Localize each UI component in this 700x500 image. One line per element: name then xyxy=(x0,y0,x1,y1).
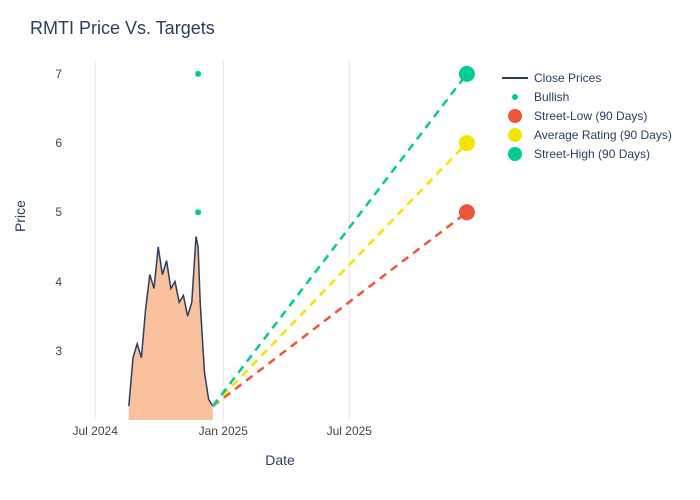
y-tick: 4 xyxy=(0,275,62,289)
legend-item[interactable]: Bullish xyxy=(500,87,672,106)
x-axis-label: Date xyxy=(265,452,295,468)
x-tick: Jul 2025 xyxy=(327,424,372,438)
legend-swatch xyxy=(500,70,530,86)
bullish-dot xyxy=(195,209,201,215)
legend-swatch xyxy=(500,89,530,105)
y-tick: 6 xyxy=(0,136,62,150)
legend-label: Street-High (90 Days) xyxy=(534,147,650,161)
legend-item[interactable]: Average Rating (90 Days) xyxy=(500,125,672,144)
target-line xyxy=(213,212,467,406)
legend-label: Close Prices xyxy=(534,71,601,85)
target-marker xyxy=(459,204,475,220)
legend-swatch xyxy=(500,127,530,143)
legend-item[interactable]: Street-Low (90 Days) xyxy=(500,106,672,125)
legend-label: Average Rating (90 Days) xyxy=(534,128,672,142)
plot-svg xyxy=(70,60,490,420)
target-line xyxy=(213,143,467,406)
chart-container: RMTI Price Vs. Targets Price Date 34567 … xyxy=(0,0,700,500)
x-tick: Jul 2024 xyxy=(73,424,118,438)
bullish-dot xyxy=(195,71,201,77)
legend-swatch xyxy=(500,108,530,124)
y-tick: 7 xyxy=(0,67,62,81)
target-marker xyxy=(459,66,475,82)
legend-item[interactable]: Close Prices xyxy=(500,68,672,87)
legend-label: Bullish xyxy=(534,90,569,104)
x-tick: Jan 2025 xyxy=(199,424,248,438)
legend: Close Prices Bullish Street-Low (90 Days) A… xyxy=(500,68,672,163)
plot-area xyxy=(70,60,490,420)
y-tick: 3 xyxy=(0,344,62,358)
legend-item[interactable]: Street-High (90 Days) xyxy=(500,144,672,163)
legend-label: Street-Low (90 Days) xyxy=(534,109,647,123)
legend-swatch xyxy=(500,146,530,162)
close-prices-area xyxy=(129,237,213,420)
chart-title: RMTI Price Vs. Targets xyxy=(30,18,215,39)
target-marker xyxy=(459,135,475,151)
y-tick: 5 xyxy=(0,205,62,219)
